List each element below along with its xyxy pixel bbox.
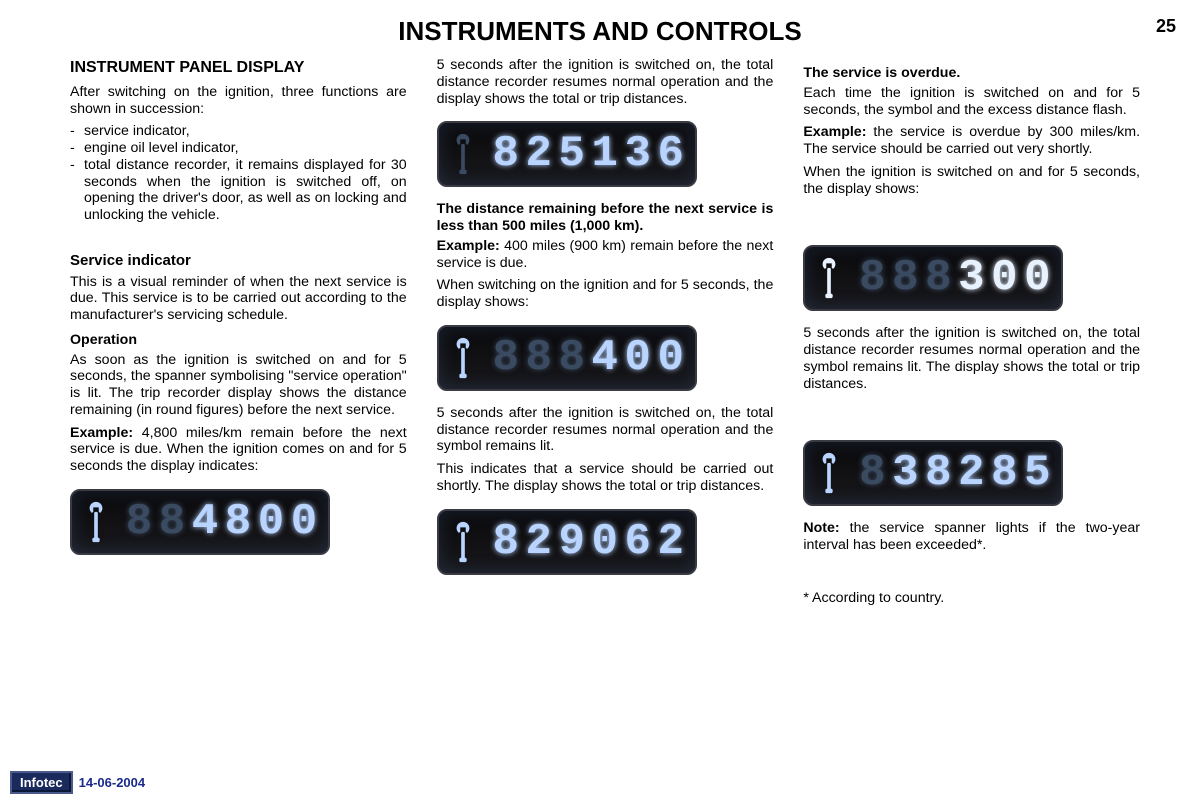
lcd-digit: 2 — [655, 520, 685, 564]
lcd-digit: 8 — [922, 256, 952, 300]
lcd-digit: 8 — [490, 520, 520, 564]
lcd-digit: 0 — [255, 500, 285, 544]
col2-p2: When switching on the ignition and for 5… — [437, 277, 774, 311]
lcd-digit: 0 — [1021, 256, 1051, 300]
lcd-digit: 0 — [988, 256, 1018, 300]
lcd-display-825136: 825136 — [437, 121, 697, 187]
wrench-icon — [449, 130, 477, 178]
lcd-digit: 6 — [622, 520, 652, 564]
col2-p1: 5 seconds after the ignition is switched… — [437, 57, 774, 107]
lcd-digit: 3 — [889, 451, 919, 495]
lcd-digit: 8 — [123, 500, 153, 544]
example-3: Example: the service is overdue by 300 m… — [803, 124, 1140, 158]
overdue-subhead: The service is overdue. — [803, 65, 1140, 82]
lcd-digit: 5 — [556, 132, 586, 176]
wrench-icon — [82, 498, 110, 546]
content-columns: INSTRUMENT PANEL DISPLAY After switching… — [0, 57, 1200, 757]
column-1: INSTRUMENT PANEL DISPLAY After switching… — [70, 57, 407, 757]
wrench-icon — [449, 518, 477, 566]
col2-p4: This indicates that a service should be … — [437, 461, 774, 495]
wrench-icon — [449, 334, 477, 382]
lcd-digit: 8 — [523, 336, 553, 380]
infotec-logo: Infotec — [10, 771, 73, 794]
lcd-digit: 4 — [589, 336, 619, 380]
footnote: * According to country. — [803, 590, 1140, 607]
footer-date: 14-06-2004 — [79, 775, 146, 790]
lcd-digit: 8 — [856, 451, 886, 495]
col3-p2: When the ignition is switched on and for… — [803, 164, 1140, 198]
footer: Infotec 14-06-2004 — [10, 771, 145, 794]
lcd-digit: 8 — [922, 451, 952, 495]
lcd-digit: 8 — [490, 132, 520, 176]
lcd-display-829062: 829062 — [437, 509, 697, 575]
note: Note: the service spanner lights if the … — [803, 520, 1140, 554]
lcd-digit: 1 — [589, 132, 619, 176]
lcd-digit: 8 — [222, 500, 252, 544]
lcd-digit: 0 — [622, 336, 652, 380]
operation-desc: As soon as the ignition is switched on a… — [70, 352, 407, 419]
col3-p3: 5 seconds after the ignition is switched… — [803, 325, 1140, 392]
example-1: Example: 4,800 miles/km remain before th… — [70, 425, 407, 475]
col2-p3: 5 seconds after the ignition is switched… — [437, 405, 774, 455]
col3-p1: Each time the ignition is switched on an… — [803, 85, 1140, 119]
service-desc: This is a visual reminder of when the ne… — [70, 274, 407, 324]
lcd-digit: 2 — [955, 451, 985, 495]
lcd-digit: 6 — [655, 132, 685, 176]
lcd-digit: 0 — [589, 520, 619, 564]
example-2: Example: 400 miles (900 km) remain befor… — [437, 238, 774, 272]
lcd-digit: 8 — [889, 256, 919, 300]
lcd-digit: 5 — [1021, 451, 1051, 495]
wrench-icon — [815, 449, 843, 497]
functions-list: -service indicator, -engine oil level in… — [70, 123, 407, 224]
lcd-display-400: 888400 — [437, 325, 697, 391]
col1-intro: After switching on the ignition, three f… — [70, 84, 407, 118]
page-number: 25 — [1156, 16, 1176, 37]
lcd-digit: 0 — [655, 336, 685, 380]
list-item: service indicator, — [84, 123, 407, 140]
distance-warning-subhead: The distance remaining before the next s… — [437, 201, 774, 235]
operation-subhead: Operation — [70, 332, 407, 349]
page-title: INSTRUMENTS AND CONTROLS — [0, 0, 1200, 57]
column-2: 5 seconds after the ignition is switched… — [437, 57, 774, 757]
heading-service-indicator: Service indicator — [70, 252, 407, 270]
wrench-icon — [815, 254, 843, 302]
lcd-display-838285: 838285 — [803, 440, 1063, 506]
lcd-digit: 9 — [556, 520, 586, 564]
lcd-digit: 8 — [156, 500, 186, 544]
lcd-digit: 0 — [288, 500, 318, 544]
heading-instrument-panel: INSTRUMENT PANEL DISPLAY — [70, 59, 407, 78]
lcd-digit: 8 — [988, 451, 1018, 495]
lcd-display-4800: 884800 — [70, 489, 330, 555]
lcd-display-300: 888300 — [803, 245, 1063, 311]
lcd-digit: 8 — [490, 336, 520, 380]
column-3: The service is overdue. Each time the ig… — [803, 57, 1140, 757]
lcd-digit: 3 — [622, 132, 652, 176]
lcd-digit: 8 — [556, 336, 586, 380]
lcd-digit: 3 — [955, 256, 985, 300]
lcd-digit: 2 — [523, 132, 553, 176]
list-item: total distance recorder, it remains disp… — [84, 157, 407, 224]
lcd-digit: 2 — [523, 520, 553, 564]
list-item: engine oil level indicator, — [84, 140, 407, 157]
lcd-digit: 4 — [189, 500, 219, 544]
lcd-digit: 8 — [856, 256, 886, 300]
